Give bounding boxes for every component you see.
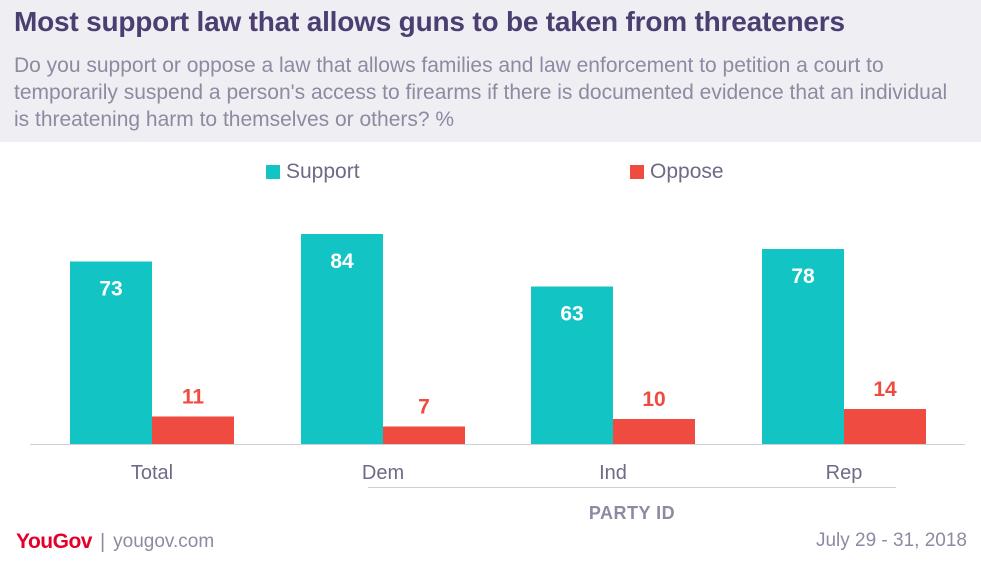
value-label-oppose-ind: 10 bbox=[642, 388, 665, 411]
brand-url: yougov.com bbox=[113, 531, 215, 552]
bar-support-ind bbox=[531, 286, 613, 444]
legend-item-support: Support bbox=[266, 158, 360, 186]
party-id-divider bbox=[368, 487, 896, 488]
value-label-oppose-rep: 14 bbox=[873, 378, 897, 401]
legend-label-oppose: Oppose bbox=[650, 160, 724, 183]
bar-oppose-total bbox=[152, 416, 234, 444]
party-id-label: PARTY ID bbox=[588, 503, 676, 523]
value-label-support-rep: 78 bbox=[791, 265, 815, 288]
category-label-total: Total bbox=[131, 462, 173, 484]
bar-oppose-dem bbox=[383, 426, 465, 444]
category-label-ind: Ind bbox=[599, 462, 627, 484]
legend-label-support: Support bbox=[286, 160, 360, 183]
bar-support-total bbox=[70, 261, 152, 444]
value-label-oppose-total: 11 bbox=[182, 386, 205, 409]
legend-item-oppose: Oppose bbox=[630, 158, 724, 186]
brand-separator: | bbox=[99, 530, 106, 553]
value-label-support-dem: 84 bbox=[330, 250, 354, 273]
header-panel: Most support law that allows guns to be … bbox=[0, 0, 981, 142]
bar-oppose-rep bbox=[844, 409, 926, 444]
bar-support-rep bbox=[762, 249, 844, 444]
value-label-support-ind: 63 bbox=[560, 303, 583, 326]
bar-support-dem bbox=[301, 234, 383, 444]
bar-oppose-ind bbox=[613, 419, 695, 444]
yougov-logo: YouGov bbox=[16, 530, 92, 553]
value-label-support-total: 73 bbox=[99, 278, 122, 301]
legend-swatch-oppose bbox=[630, 165, 644, 179]
category-label-dem: Dem bbox=[362, 462, 404, 484]
survey-date: July 29 - 31, 2018 bbox=[815, 530, 967, 551]
legend-swatch-support bbox=[266, 165, 280, 179]
chart-title: Most support law that allows guns to be … bbox=[14, 6, 845, 37]
value-label-oppose-dem: 7 bbox=[418, 396, 430, 419]
footer-brand: YouGov | yougov.com bbox=[16, 530, 214, 554]
chart-subtitle: Do you support or oppose a law that allo… bbox=[14, 54, 948, 131]
category-label-rep: Rep bbox=[826, 462, 863, 484]
